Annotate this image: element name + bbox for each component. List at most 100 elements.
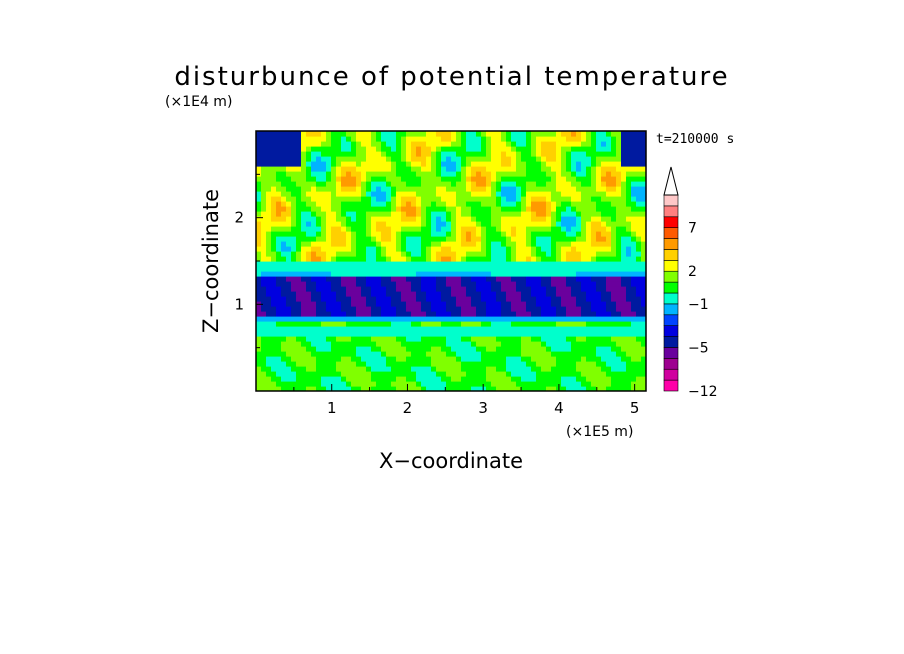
heatmap-cell — [421, 326, 427, 332]
heatmap-cell — [391, 201, 397, 207]
heatmap-cell — [506, 321, 512, 327]
heatmap-cell — [496, 211, 502, 217]
heatmap-cell — [256, 136, 262, 142]
heatmap-cell — [621, 326, 627, 332]
heatmap-cell — [566, 151, 572, 157]
heatmap-cell — [561, 271, 567, 277]
heatmap-cell — [351, 311, 357, 317]
heatmap-cell — [471, 146, 477, 152]
heatmap-cell — [286, 326, 292, 332]
heatmap-cell — [406, 291, 412, 297]
heatmap-cell — [401, 276, 407, 282]
heatmap-cell — [591, 376, 597, 382]
heatmap-cell — [351, 256, 357, 262]
heatmap-cell — [506, 196, 512, 202]
heatmap-cell — [576, 206, 582, 212]
heatmap-cell — [441, 281, 447, 287]
heatmap-cell — [416, 346, 422, 352]
heatmap-cell — [391, 286, 397, 292]
heatmap-cell — [436, 206, 442, 212]
heatmap-cell — [581, 361, 587, 367]
heatmap-cell — [371, 171, 377, 177]
heatmap-cell — [451, 181, 457, 187]
heatmap-cell — [456, 346, 462, 352]
heatmap-cell — [586, 221, 592, 227]
heatmap-cell — [506, 266, 512, 272]
heatmap-cell — [371, 276, 377, 282]
heatmap-cell — [501, 296, 507, 302]
heatmap-cell — [311, 276, 317, 282]
heatmap-cell — [421, 221, 427, 227]
heatmap-cell — [326, 291, 332, 297]
heatmap-cell — [346, 361, 352, 367]
heatmap-cell — [551, 196, 557, 202]
heatmap-cell — [606, 361, 612, 367]
heatmap-cell — [586, 211, 592, 217]
heatmap-cell — [591, 311, 597, 317]
heatmap-cell — [451, 331, 457, 337]
heatmap-cell — [611, 216, 617, 222]
heatmap-cell — [456, 216, 462, 222]
heatmap-cell — [431, 221, 437, 227]
heatmap-cell — [616, 246, 622, 252]
heatmap-cell — [581, 371, 587, 377]
heatmap-cell — [631, 256, 637, 262]
heatmap-cell — [596, 291, 602, 297]
heatmap-cell — [386, 296, 392, 302]
heatmap-cell — [396, 306, 402, 312]
heatmap-cell — [426, 356, 432, 362]
heatmap-cell — [281, 356, 287, 362]
heatmap-cell — [366, 291, 372, 297]
heatmap-cell — [286, 211, 292, 217]
heatmap-cell — [571, 336, 577, 342]
heatmap-cell — [601, 266, 607, 272]
heatmap-cell — [341, 146, 347, 152]
heatmap-cell — [446, 291, 452, 297]
heatmap-cell — [476, 316, 482, 322]
heatmap-cell — [541, 186, 547, 192]
heatmap-cell — [286, 186, 292, 192]
heatmap-cell — [596, 386, 602, 391]
heatmap-cell — [471, 351, 477, 357]
heatmap-cell — [611, 201, 617, 207]
heatmap-cell — [421, 376, 427, 382]
heatmap-cell — [416, 261, 422, 267]
heatmap-cell — [506, 246, 512, 252]
heatmap-cell — [511, 216, 517, 222]
heatmap-cell — [296, 161, 302, 167]
heatmap-cell — [271, 316, 277, 322]
heatmap-cell — [581, 216, 587, 222]
heatmap-cell — [566, 386, 572, 391]
heatmap-cell — [396, 381, 402, 387]
heatmap-cell — [301, 281, 307, 287]
heatmap-cell — [316, 136, 322, 142]
heatmap-cell — [376, 146, 382, 152]
heatmap-cell — [401, 376, 407, 382]
heatmap-cell — [441, 261, 447, 267]
heatmap-cell — [496, 326, 502, 332]
heatmap-cell — [521, 266, 527, 272]
heatmap-cell — [536, 376, 542, 382]
heatmap-cell — [311, 171, 317, 177]
heatmap-cell — [516, 361, 522, 367]
heatmap-cell — [351, 366, 357, 372]
heatmap-cell — [256, 326, 262, 332]
heatmap-cell — [581, 196, 587, 202]
heatmap-cell — [591, 176, 597, 182]
heatmap-cell — [641, 181, 646, 187]
heatmap-cell — [586, 356, 592, 362]
heatmap-cell — [441, 211, 447, 217]
heatmap-cell — [561, 296, 567, 302]
heatmap-cell — [491, 306, 497, 312]
heatmap-cell — [301, 136, 307, 142]
heatmap-cell — [586, 361, 592, 367]
heatmap-cell — [616, 321, 622, 327]
heatmap-cell — [311, 376, 317, 382]
heatmap-cell — [401, 156, 407, 162]
heatmap-cell — [526, 171, 532, 177]
heatmap-cell — [466, 131, 472, 137]
heatmap-cell — [446, 351, 452, 357]
heatmap-cell — [291, 366, 297, 372]
heatmap-cell — [296, 241, 302, 247]
heatmap-cell — [441, 361, 447, 367]
